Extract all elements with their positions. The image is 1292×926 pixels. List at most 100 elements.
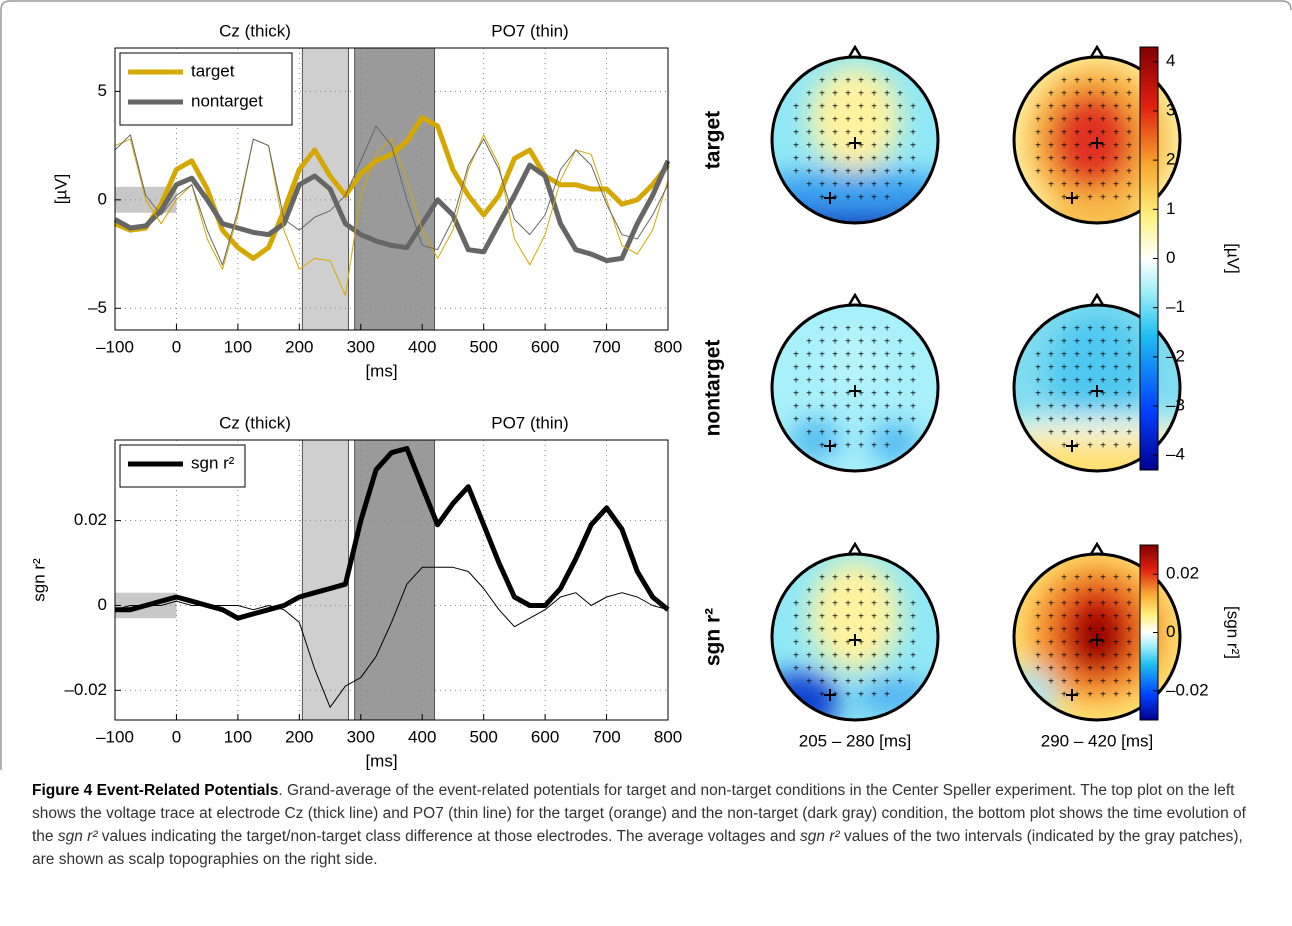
electrode: + <box>806 141 812 152</box>
electrode: + <box>1100 415 1106 426</box>
electrode: + <box>806 89 812 100</box>
x-tick-label: 700 <box>592 337 620 356</box>
electrode: + <box>819 664 825 675</box>
electrode: + <box>1035 167 1041 178</box>
electrode: + <box>1100 193 1106 204</box>
electrode: + <box>1113 376 1119 387</box>
electrode: + <box>858 638 864 649</box>
nose <box>847 541 863 555</box>
electrode: + <box>1035 115 1041 126</box>
electrode: + <box>1126 573 1132 584</box>
electrode: + <box>884 154 890 165</box>
electrode: + <box>871 573 877 584</box>
electrode: + <box>858 102 864 113</box>
electrode: + <box>1061 141 1067 152</box>
electrode: + <box>858 415 864 426</box>
topomap-blob <box>1037 205 1157 223</box>
electrode: + <box>1100 115 1106 126</box>
electrode: + <box>845 350 851 361</box>
electrode: + <box>897 154 903 165</box>
electrode: + <box>793 651 799 662</box>
electrode: + <box>1100 141 1106 152</box>
electrode: + <box>910 141 916 152</box>
electrode: + <box>1048 586 1054 597</box>
electrode: + <box>845 690 851 701</box>
electrode: + <box>819 363 825 374</box>
electrode: + <box>1061 324 1067 335</box>
electrode: + <box>1126 193 1132 204</box>
electrode: + <box>793 612 799 623</box>
electrode: + <box>832 651 838 662</box>
electrode: + <box>858 677 864 688</box>
electrode: + <box>1074 573 1080 584</box>
electrode: + <box>1074 402 1080 413</box>
electrode: + <box>1087 428 1093 439</box>
electrode: + <box>1061 664 1067 675</box>
chart-title: Cz (thick) <box>219 21 291 40</box>
x-tick-label: 700 <box>592 727 620 746</box>
electrode: + <box>1113 690 1119 701</box>
legend-label: nontarget <box>191 91 263 110</box>
electrode: + <box>1126 363 1132 374</box>
electrode: + <box>1087 102 1093 113</box>
electrode: + <box>1126 167 1132 178</box>
electrode: + <box>1074 677 1080 688</box>
electrode: + <box>832 167 838 178</box>
electrode: + <box>884 363 890 374</box>
electrode: + <box>1087 402 1093 413</box>
electrode: + <box>806 402 812 413</box>
electrode: + <box>806 651 812 662</box>
legend-box <box>119 52 293 126</box>
electrode: + <box>1074 102 1080 113</box>
electrode: + <box>1100 389 1106 400</box>
electrode: + <box>1100 324 1106 335</box>
electrode: + <box>1048 128 1054 139</box>
electrode: + <box>1113 76 1119 87</box>
electrode: + <box>1048 89 1054 100</box>
electrode: + <box>871 402 877 413</box>
electrode: + <box>1048 350 1054 361</box>
electrode: + <box>1061 612 1067 623</box>
electrode: + <box>871 350 877 361</box>
electrode: + <box>1035 402 1041 413</box>
electrode: + <box>858 599 864 610</box>
colorbar-tick-label: 0 <box>1166 248 1175 267</box>
electrode: + <box>793 389 799 400</box>
electrode: + <box>858 180 864 191</box>
x-tick-label: 0 <box>172 727 181 746</box>
electrode: + <box>1113 441 1119 452</box>
electrode: + <box>1061 625 1067 636</box>
electrode: + <box>832 389 838 400</box>
electrode: + <box>910 638 916 649</box>
electrode: + <box>884 193 890 204</box>
electrode: + <box>1100 363 1106 374</box>
electrode: + <box>819 389 825 400</box>
electrode: + <box>1126 350 1132 361</box>
caption: Figure 4 Event-Related Potentials. Grand… <box>32 779 1267 871</box>
electrode: + <box>1113 573 1119 584</box>
electrode: + <box>884 180 890 191</box>
electrode: + <box>1126 677 1132 688</box>
electrode: + <box>832 141 838 152</box>
electrode: + <box>910 625 916 636</box>
electrode: + <box>793 102 799 113</box>
electrode: + <box>858 651 864 662</box>
electrode: + <box>1100 664 1106 675</box>
series-line <box>114 125 669 266</box>
x-tick-label: 0 <box>172 337 181 356</box>
electrode: + <box>871 128 877 139</box>
electrode: + <box>1087 76 1093 87</box>
electrode: + <box>806 599 812 610</box>
caption-text: values indicating the target/non-target … <box>97 828 801 845</box>
electrode: + <box>806 664 812 675</box>
x-tick-label: 600 <box>531 337 559 356</box>
electrode: + <box>819 350 825 361</box>
electrode: + <box>884 651 890 662</box>
electrode: + <box>884 599 890 610</box>
electrode: + <box>858 389 864 400</box>
electrode: + <box>1087 363 1093 374</box>
electrode: + <box>1126 690 1132 701</box>
electrode: + <box>1048 180 1054 191</box>
electrode: + <box>1035 154 1041 165</box>
electrode: + <box>1126 402 1132 413</box>
